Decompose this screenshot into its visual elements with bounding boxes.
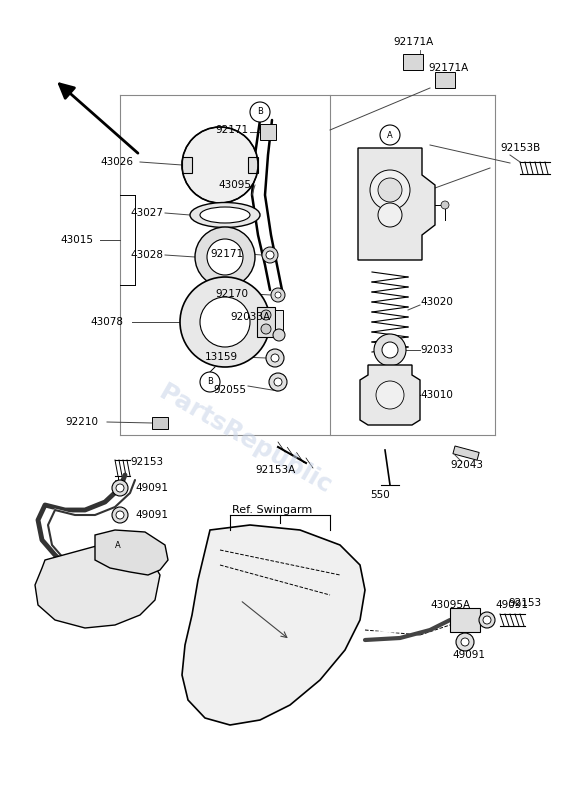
Text: 92170: 92170: [215, 289, 248, 299]
Circle shape: [116, 511, 124, 519]
Text: 92055: 92055: [213, 385, 246, 395]
Circle shape: [376, 381, 404, 409]
Circle shape: [269, 373, 287, 391]
Circle shape: [180, 277, 270, 367]
Bar: [435, 72, 455, 88]
Circle shape: [108, 535, 128, 555]
Bar: [453, 446, 479, 460]
Text: 92153B: 92153B: [500, 143, 540, 153]
Text: 43020: 43020: [420, 297, 453, 307]
Polygon shape: [182, 525, 365, 725]
Text: 92043: 92043: [450, 460, 483, 470]
Bar: [248, 157, 258, 173]
Text: 92171: 92171: [210, 249, 243, 259]
Circle shape: [122, 539, 138, 555]
Text: 43010: 43010: [420, 390, 453, 400]
Circle shape: [378, 203, 402, 227]
Circle shape: [195, 227, 255, 287]
Circle shape: [116, 484, 124, 492]
Circle shape: [461, 638, 469, 646]
Text: 43028: 43028: [130, 250, 163, 260]
Circle shape: [370, 170, 410, 210]
Text: 92171: 92171: [215, 125, 248, 135]
Text: 92153: 92153: [130, 457, 163, 467]
Polygon shape: [358, 148, 435, 260]
Text: 92033A: 92033A: [230, 312, 270, 322]
Bar: [152, 417, 168, 429]
Circle shape: [200, 372, 220, 392]
Text: 49091: 49091: [135, 483, 168, 493]
Circle shape: [101, 581, 125, 605]
Text: 49091: 49091: [135, 510, 168, 520]
Circle shape: [374, 334, 406, 366]
Circle shape: [266, 251, 274, 259]
Circle shape: [441, 201, 449, 209]
Bar: [275, 310, 283, 330]
Circle shape: [112, 480, 128, 496]
Text: B: B: [257, 107, 263, 117]
Circle shape: [207, 239, 243, 275]
Circle shape: [271, 354, 279, 362]
Polygon shape: [95, 530, 168, 575]
Text: 550: 550: [370, 490, 390, 500]
Bar: [260, 124, 276, 140]
Circle shape: [141, 545, 155, 559]
Text: A: A: [387, 130, 393, 139]
Circle shape: [112, 507, 128, 523]
Bar: [257, 307, 275, 337]
Circle shape: [266, 349, 284, 367]
Text: 43027: 43027: [130, 208, 163, 218]
Circle shape: [274, 378, 282, 386]
Circle shape: [479, 612, 495, 628]
Circle shape: [273, 329, 285, 341]
Circle shape: [483, 616, 491, 624]
Text: Ref. Swingarm: Ref. Swingarm: [232, 505, 312, 515]
Text: 43026: 43026: [100, 157, 133, 167]
Bar: [182, 157, 192, 173]
Text: 43095: 43095: [218, 180, 251, 190]
Ellipse shape: [190, 202, 260, 227]
Circle shape: [456, 633, 474, 651]
Circle shape: [382, 342, 398, 358]
Polygon shape: [360, 365, 420, 425]
Text: PartsRepublic: PartsRepublic: [155, 381, 336, 499]
Bar: [450, 608, 480, 632]
Text: 92033: 92033: [420, 345, 453, 355]
Circle shape: [261, 324, 271, 334]
Polygon shape: [35, 545, 160, 628]
Circle shape: [271, 288, 285, 302]
Text: A: A: [115, 541, 121, 550]
Text: 43095A: 43095A: [430, 600, 470, 610]
Circle shape: [261, 310, 271, 320]
Circle shape: [262, 247, 278, 263]
Text: 92171A: 92171A: [428, 63, 468, 73]
Circle shape: [200, 297, 250, 347]
Circle shape: [182, 127, 258, 203]
Text: 43078: 43078: [90, 317, 123, 327]
Text: 49091: 49091: [495, 600, 528, 610]
Text: 92210: 92210: [65, 417, 98, 427]
Circle shape: [275, 292, 281, 298]
Ellipse shape: [200, 207, 250, 223]
Text: 43015: 43015: [60, 235, 93, 245]
Text: 92153A: 92153A: [255, 465, 296, 475]
Text: 92171A: 92171A: [393, 37, 433, 47]
Text: 13159: 13159: [205, 352, 238, 362]
Circle shape: [250, 102, 270, 122]
Bar: [403, 54, 423, 70]
Text: 92153: 92153: [508, 598, 541, 608]
Circle shape: [378, 178, 402, 202]
Circle shape: [380, 125, 400, 145]
Text: B: B: [207, 378, 213, 386]
Text: 49091: 49091: [452, 650, 485, 660]
